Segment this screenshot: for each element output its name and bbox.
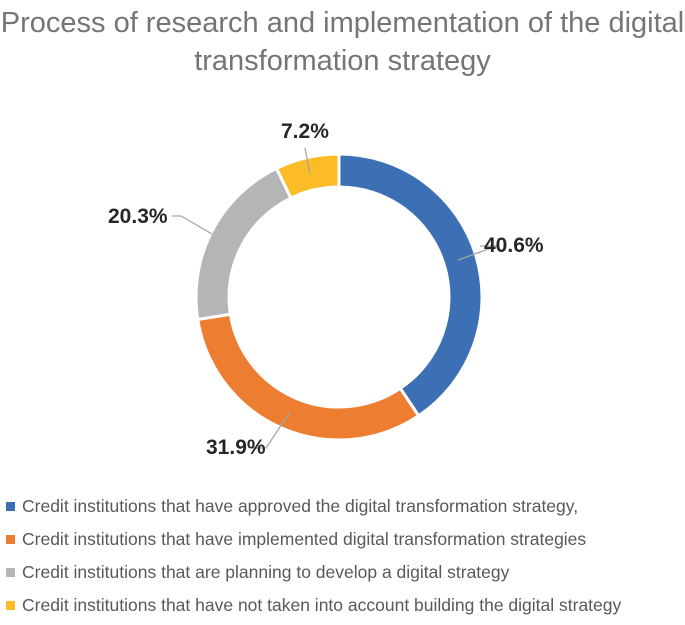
donut-slices (194, 152, 484, 442)
legend-swatch-gray (6, 568, 15, 577)
leader-lines (172, 147, 498, 449)
legend-label: Credit institutions that are planning to… (22, 562, 510, 582)
data-label-approved: 40.6% (484, 234, 544, 257)
chart-title-line-1: Process of research and implementation o… (0, 7, 685, 39)
legend-swatch-yellow (6, 601, 15, 610)
data-label-implemented: 31.9% (206, 436, 266, 459)
legend-swatch-blue (6, 502, 15, 511)
legend-item-approved: Credit institutions that have approved t… (6, 490, 621, 523)
chart-title: Process of research and implementation o… (0, 4, 685, 80)
legend-label: Credit institutions that have implemente… (22, 529, 587, 549)
leader-line-planning (172, 215, 213, 235)
legend-item-planning: Credit institutions that are planning to… (6, 556, 621, 589)
legend-swatch-orange (6, 535, 15, 544)
legend: Credit institutions that have approved t… (6, 490, 621, 622)
legend-item-not-considered: Credit institutions that have not taken … (6, 589, 621, 622)
donut-slice-approved (337, 152, 484, 418)
chart-title-line-2: transformation strategy (194, 45, 491, 77)
legend-label: Credit institutions that have not taken … (22, 595, 622, 615)
leader-line-implemented (252, 411, 291, 449)
data-label-planning: 20.3% (108, 205, 168, 228)
donut-slice-planning (194, 166, 293, 322)
leader-line-approved (457, 245, 498, 261)
data-label-not-considered: 7.2% (281, 120, 329, 143)
donut-slice-not-considered (274, 152, 341, 201)
leader-line-not-considered (304, 147, 311, 175)
donut-slice-implemented (196, 312, 421, 442)
legend-item-implemented: Credit institutions that have implemente… (6, 523, 621, 556)
donut-chart: 40.6% 31.9% 20.3% 7.2% (108, 120, 544, 459)
legend-label: Credit institutions that have approved t… (22, 496, 579, 516)
data-labels: 40.6% 31.9% 20.3% 7.2% (108, 120, 544, 459)
